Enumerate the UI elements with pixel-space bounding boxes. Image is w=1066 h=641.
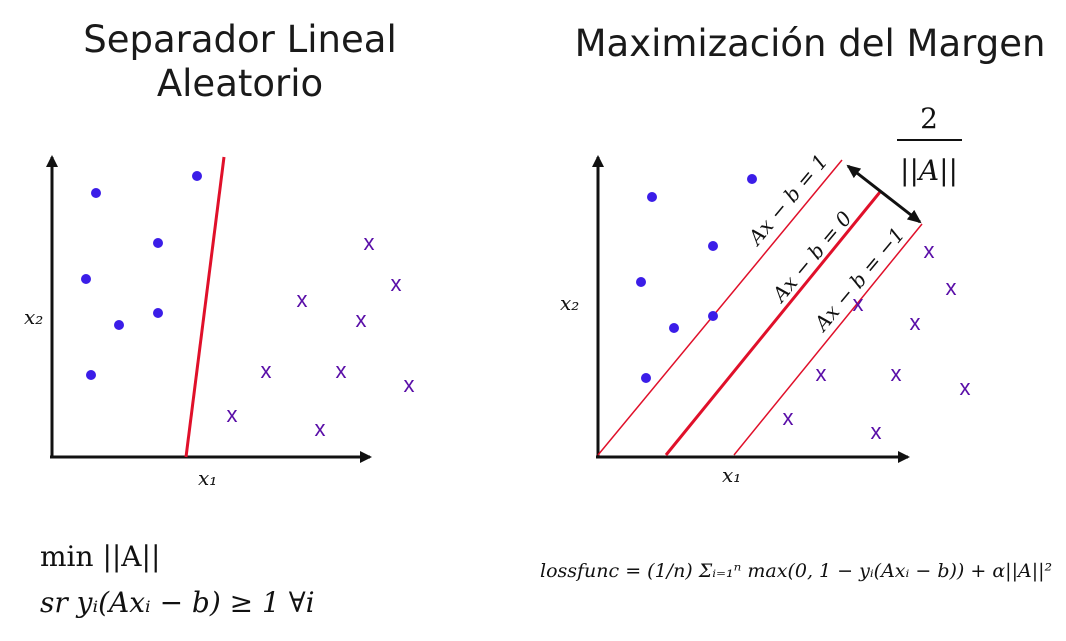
data-point-dot (669, 323, 679, 333)
data-point-cross: x (227, 402, 238, 427)
data-point-dot (91, 188, 101, 198)
left-class-b-points: x x x x x x x x x (227, 230, 415, 441)
left-title-line2: Aleatorio (156, 62, 324, 105)
data-point-dot (86, 370, 96, 380)
data-point-dot (153, 238, 163, 248)
right-panel-title: Maximización del Margen (574, 22, 1046, 65)
data-point-dot (192, 171, 202, 181)
left-y-axis-label: x₂ (24, 305, 43, 329)
data-point-cross: x (391, 271, 402, 296)
data-point-cross: x (910, 310, 921, 335)
data-point-dot (153, 308, 163, 318)
data-point-cross: x (356, 307, 367, 332)
data-point-cross: x (364, 230, 375, 255)
margin-fraction-numerator: 2 (920, 102, 938, 135)
right-x-axis-label: x₁ (722, 463, 741, 487)
right-y-axis-label: x₂ (560, 291, 579, 315)
data-point-cross: x (853, 291, 864, 316)
data-point-dot (708, 311, 718, 321)
data-point-cross: x (946, 275, 957, 300)
loss-function-formula: lossfunc = (1/n) Σᵢ₌₁ⁿ max(0, 1 − yᵢ(Axᵢ… (540, 560, 1053, 582)
data-point-cross: x (336, 358, 347, 383)
left-random-separator-line (184, 156, 226, 458)
data-point-dot (647, 192, 657, 202)
right-class-a-points (636, 174, 757, 383)
data-point-cross: x (404, 372, 415, 397)
margin-fraction-denominator: ||A|| (900, 154, 958, 187)
left-panel-title: Separador Lineal Aleatorio (40, 18, 440, 106)
left-x-axis-label: x₁ (198, 466, 217, 490)
decision-boundary-line (664, 191, 882, 456)
data-point-cross: x (960, 375, 971, 400)
data-point-cross: x (891, 361, 902, 386)
left-class-a-points (81, 171, 202, 380)
data-point-cross: x (783, 405, 794, 430)
data-point-dot (747, 174, 757, 184)
upper-margin-line (597, 159, 843, 456)
constraint-formula: sr yᵢ(Axᵢ − b) ≥ 1 ∀i (40, 586, 315, 619)
data-point-dot (708, 241, 718, 251)
data-point-dot (114, 320, 124, 330)
data-point-cross: x (297, 287, 308, 312)
data-point-cross: x (871, 419, 882, 444)
right-class-b-points: x x x x x x x x x (783, 238, 971, 444)
data-point-cross: x (315, 416, 326, 441)
data-point-cross: x (924, 238, 935, 263)
right-plot: x₂ x₁ Ax − b = 1 Ax − b = 0 Ax − b = −1 … (560, 102, 971, 487)
objective-formula: min ||A|| (40, 540, 161, 573)
margin-width-arrow (846, 164, 922, 224)
margin-fraction: 2 ||A|| (897, 102, 962, 187)
left-title-line1: Separador Lineal (83, 18, 397, 61)
lower-margin-line (733, 223, 923, 456)
data-point-dot (641, 373, 651, 383)
data-point-cross: x (816, 361, 827, 386)
left-plot: x₂ x₁ x x x x x x x x x (24, 155, 415, 490)
data-point-dot (636, 277, 646, 287)
data-point-cross: x (261, 358, 272, 383)
data-point-dot (81, 274, 91, 284)
